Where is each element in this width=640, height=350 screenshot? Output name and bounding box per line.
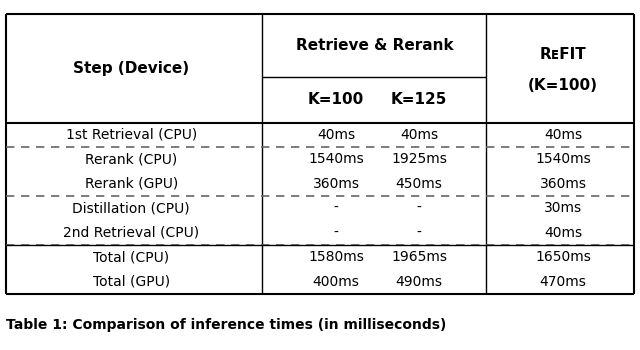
Text: 490ms: 490ms	[396, 275, 443, 289]
Text: Rerank (GPU): Rerank (GPU)	[84, 177, 178, 191]
Text: 1540ms: 1540ms	[535, 152, 591, 166]
Text: 1650ms: 1650ms	[535, 250, 591, 264]
Text: 40ms: 40ms	[544, 226, 582, 240]
Text: 1925ms: 1925ms	[391, 152, 447, 166]
Text: 400ms: 400ms	[312, 275, 360, 289]
Text: 40ms: 40ms	[317, 128, 355, 142]
Text: -: -	[417, 201, 422, 215]
Text: Table 1: Comparison of inference times (in milliseconds): Table 1: Comparison of inference times (…	[6, 318, 447, 332]
Text: 1580ms: 1580ms	[308, 250, 364, 264]
Text: Step (Device): Step (Device)	[73, 61, 189, 76]
Text: 1540ms: 1540ms	[308, 152, 364, 166]
Text: 40ms: 40ms	[544, 128, 582, 142]
Text: 1965ms: 1965ms	[391, 250, 447, 264]
Text: Distillation (CPU): Distillation (CPU)	[72, 201, 190, 215]
Text: 360ms: 360ms	[540, 177, 587, 191]
Text: -: -	[333, 226, 339, 240]
Text: -: -	[417, 226, 422, 240]
Text: K=125: K=125	[391, 92, 447, 107]
Text: Rerank (CPU): Rerank (CPU)	[85, 152, 177, 166]
Text: 30ms: 30ms	[544, 201, 582, 215]
Text: 470ms: 470ms	[540, 275, 587, 289]
Text: Total (CPU): Total (CPU)	[93, 250, 169, 264]
Text: -: -	[333, 201, 339, 215]
Text: Total (GPU): Total (GPU)	[93, 275, 170, 289]
Text: RᴇFIT: RᴇFIT	[540, 47, 587, 62]
Text: 40ms: 40ms	[400, 128, 438, 142]
Text: 1st Retrieval (CPU): 1st Retrieval (CPU)	[65, 128, 197, 142]
Text: (K=100): (K=100)	[528, 78, 598, 93]
Text: K=100: K=100	[308, 92, 364, 107]
Text: 450ms: 450ms	[396, 177, 443, 191]
Text: Retrieve & Rerank: Retrieve & Rerank	[296, 38, 453, 53]
Text: 2nd Retrieval (CPU): 2nd Retrieval (CPU)	[63, 226, 199, 240]
Text: 360ms: 360ms	[312, 177, 360, 191]
